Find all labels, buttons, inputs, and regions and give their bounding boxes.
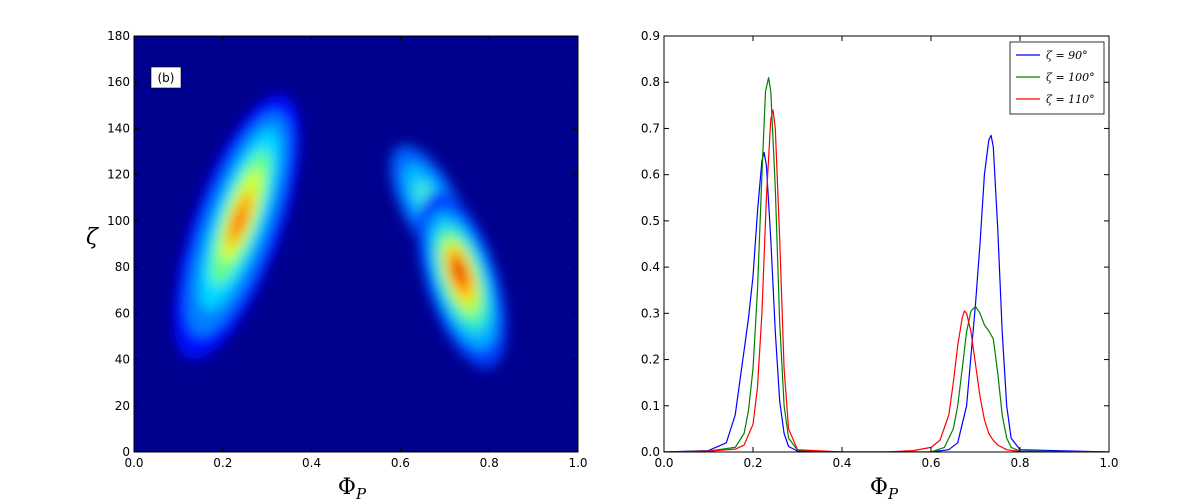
heatmap-density (173, 94, 507, 369)
x-tick-label: 0.2 (213, 456, 232, 470)
y-tick-label: 40 (115, 353, 130, 367)
y-tick-label: 80 (115, 260, 130, 274)
y-tick-label: 160 (107, 75, 130, 89)
y-tick-label: 60 (115, 306, 130, 320)
series-line-1 (664, 76, 1109, 452)
legend-label-1: ζ = 100° (1046, 71, 1095, 84)
y-tick-label: 100 (107, 214, 130, 228)
series-line-0 (664, 134, 1109, 452)
y-tick-label: 20 (115, 399, 130, 413)
heatmap-frame (133, 35, 579, 453)
legend-label-0: ζ = 90° (1046, 49, 1088, 62)
x-tick-label: 0.4 (832, 456, 851, 470)
line-chart-axes: 0.0 0.2 0.4 0.6 0.8 1.0 0.0 0.1 0.2 0.3 0.4 0.5 0.6 0… (641, 29, 1119, 470)
x-tick-label: 0.8 (1010, 456, 1029, 470)
y-tick-label: 0.2 (641, 353, 660, 367)
series-line-2 (664, 109, 1109, 452)
panel-label-box: (b) (150, 66, 182, 89)
x-tick-label: 0.0 (654, 456, 673, 470)
y-tick-label: 140 (107, 121, 130, 135)
line-x-axis-label: ΦP (870, 475, 899, 502)
y-tick-label: 0.4 (641, 260, 660, 274)
legend: ζ = 90° ζ = 100° ζ = 110° (1009, 41, 1105, 115)
y-tick-label: 0.9 (641, 29, 660, 43)
y-tick-label: 0.7 (641, 121, 660, 135)
heatmap-y-axis-label: ζ (86, 225, 100, 250)
x-tick-label: 0.6 (921, 456, 940, 470)
legend-box (1009, 41, 1105, 115)
y-tick-label: 0.3 (641, 306, 660, 320)
line-chart-panel: 0.0 0.2 0.4 0.6 0.8 1.0 0.0 0.1 0.2 0.3 0.4 0.5 0.6 0… (641, 29, 1119, 502)
x-tick-label: 1.0 (1099, 456, 1118, 470)
x-tick-label: 1.0 (568, 456, 587, 470)
x-tick-label: 0.2 (743, 456, 762, 470)
plot-frame (663, 35, 1110, 453)
y-tick-label: 180 (107, 29, 130, 43)
panel-label: (b) (158, 71, 175, 85)
y-tick-label: 0.8 (641, 75, 660, 89)
y-tick-label: 0.0 (641, 445, 660, 459)
line-series-group (664, 76, 1109, 452)
y-tick-label: 0.5 (641, 214, 660, 228)
heatmap-blob-right (417, 191, 507, 369)
y-tick-label: 120 (107, 168, 130, 182)
heatmap-x-axis-label: ΦP (338, 475, 367, 502)
x-tick-label: 0.6 (391, 456, 410, 470)
y-tick-label: 0.1 (641, 399, 660, 413)
y-tick-label: 0 (122, 445, 130, 459)
x-tick-label: 0.4 (302, 456, 321, 470)
heatmap-axes: 0.0 0.2 0.4 0.6 0.8 1.0 0 20 40 60 80 100 120 140 160 1… (107, 29, 587, 470)
y-tick-label: 0.6 (641, 168, 660, 182)
x-tick-label: 0.0 (124, 456, 143, 470)
heatmap-blob-left (173, 94, 301, 360)
legend-label-2: ζ = 110° (1046, 93, 1095, 106)
x-tick-label: 0.8 (480, 456, 499, 470)
heatmap-panel: (b) 0.0 0.2 0.4 0.6 0.8 1.0 0 20 40 60 80 100 120 140… (86, 29, 588, 502)
